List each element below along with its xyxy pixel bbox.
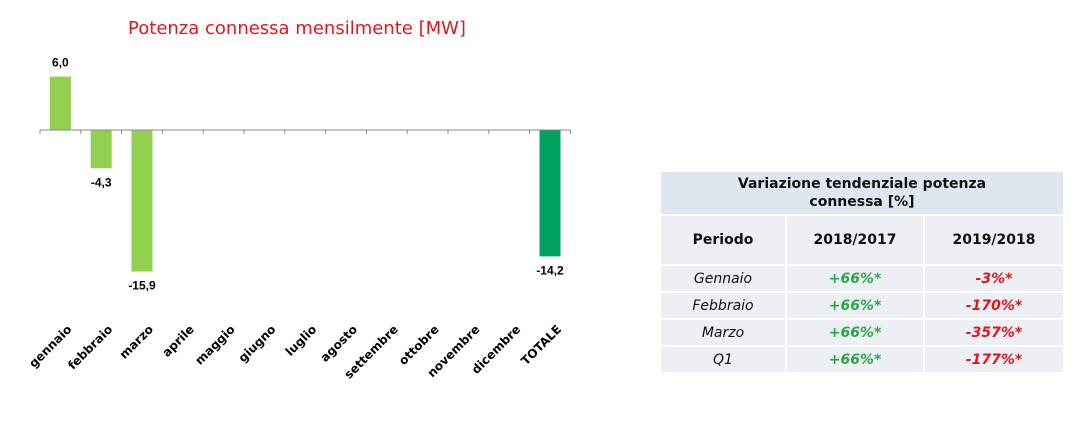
header-2019-2018: 2019/2018 [923, 214, 1065, 266]
bar-marzo [131, 130, 153, 272]
row-period: Gennaio [659, 264, 787, 293]
value-label-marzo: -15,9 [128, 279, 156, 293]
table-caption-line-2: connessa [%] [809, 194, 915, 210]
header-2018-2017: 2018/2017 [785, 214, 925, 266]
variation-table: Variazione tendenziale potenza connessa … [659, 170, 1065, 374]
row-value-2019-2018: -357%* [923, 318, 1065, 347]
bar-totale [539, 130, 561, 257]
table-row: Febbraio +66%* -170%* [659, 291, 1065, 320]
row-value-2018-2017: +66%* [785, 264, 925, 293]
bar-chart: Potenza connessa mensilmente [MW] 6,0 -4,… [26, 18, 571, 382]
category-label-maggio: maggio [192, 322, 237, 367]
category-label-febbraio: febbraio [65, 322, 115, 372]
axis-ticks [39, 130, 571, 134]
table-row: Gennaio +66%* -3%* [659, 264, 1065, 293]
row-value-2019-2018: -3%* [923, 264, 1065, 293]
row-period: Q1 [659, 345, 787, 374]
value-label-totale: -14,2 [536, 263, 564, 277]
category-label-totale: TOTALE [518, 322, 564, 368]
value-label-febbraio: -4,3 [91, 175, 112, 189]
row-period: Marzo [659, 318, 787, 347]
category-label-marzo: marzo [117, 322, 156, 361]
bars [49, 76, 561, 272]
bar-febbraio [90, 130, 112, 169]
category-label-giugno: giugno [236, 322, 279, 365]
value-labels: 6,0 -4,3 -15,9 -14,2 [52, 56, 564, 293]
row-value-2018-2017: +66%* [785, 318, 925, 347]
table-row: Q1 +66%* -177%* [659, 345, 1065, 374]
table-caption-line-1: Variazione tendenziale potenza [737, 176, 987, 192]
row-value-2018-2017: +66%* [785, 291, 925, 320]
row-value-2019-2018: -177%* [923, 345, 1065, 374]
row-period: Febbraio [659, 291, 787, 320]
category-label-luglio: luglio [283, 322, 320, 359]
bar-gennaio [49, 76, 71, 130]
row-value-2018-2017: +66%* [785, 345, 925, 374]
table-caption: Variazione tendenziale potenza connessa … [659, 170, 1065, 216]
chart-title: Potenza connessa mensilmente [MW] [128, 18, 466, 39]
table-header-row: Periodo 2018/2017 2019/2018 [659, 214, 1065, 266]
category-label-aprile: aprile [159, 322, 196, 359]
header-period: Periodo [659, 214, 787, 266]
table-row: Marzo +66%* -357%* [659, 318, 1065, 347]
value-label-gennaio: 6,0 [52, 56, 69, 70]
row-value-2019-2018: -170%* [923, 291, 1065, 320]
